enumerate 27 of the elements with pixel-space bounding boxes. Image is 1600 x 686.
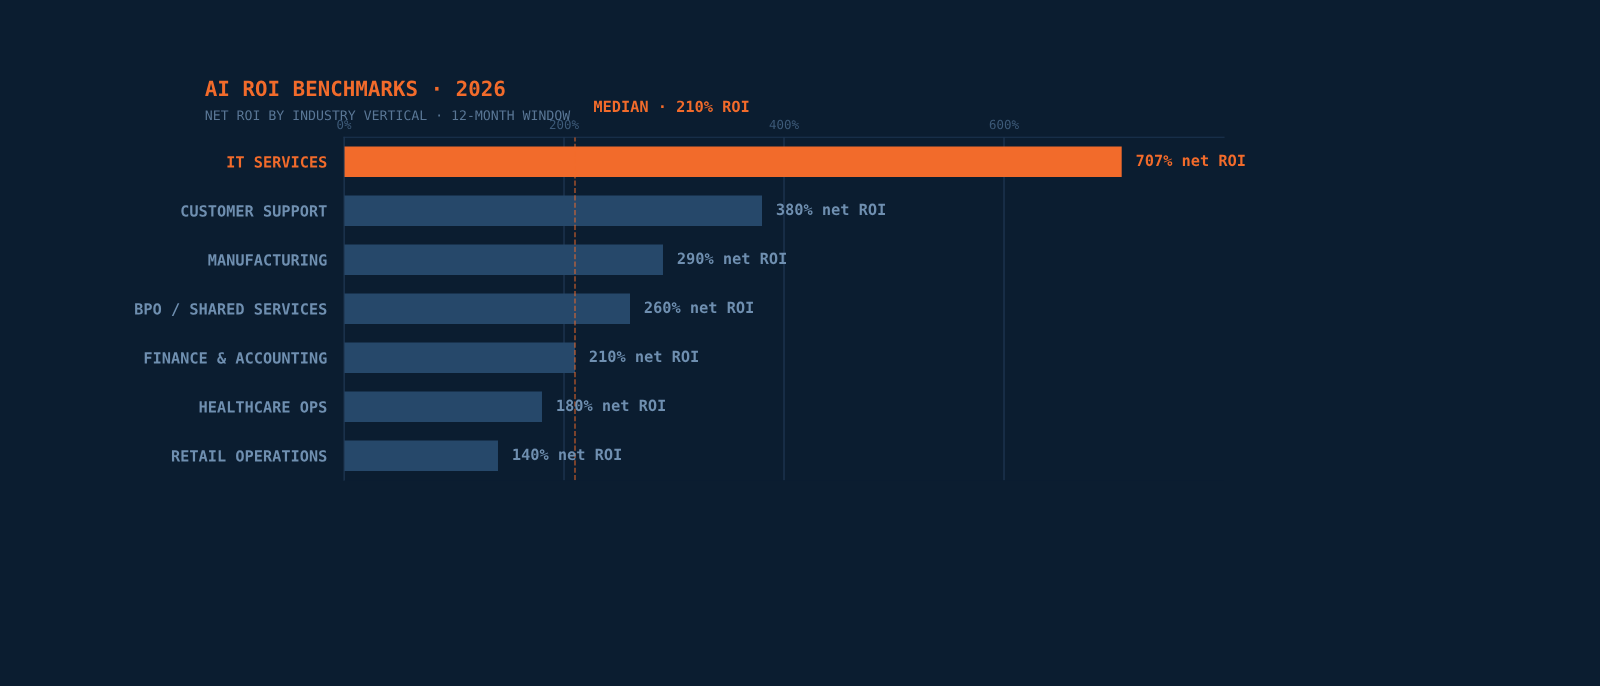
y-tick-label: CUSTOMER SUPPORT xyxy=(181,205,327,217)
y-tick-label: BPO / SHARED SERVICES xyxy=(135,303,327,316)
x-tick-label: 400% xyxy=(769,119,799,130)
data-label: 380% net ROI xyxy=(776,203,885,216)
bar xyxy=(344,391,542,422)
x-tick-label: 600% xyxy=(989,119,1019,130)
ref-line-label: MEDIAN · 210% ROI xyxy=(594,100,749,113)
data-label: 180% net ROI xyxy=(557,399,665,412)
x-tick-label: 200% xyxy=(549,119,579,130)
bar xyxy=(344,293,630,324)
chart-subtitle: NET ROI BY INDUSTRY VERTICAL · 12-MONTH WINDOW xyxy=(205,110,571,121)
chart-title: AI ROI BENCHMARKS · 2026 xyxy=(205,80,505,97)
data-label: 140% net ROI xyxy=(513,448,621,461)
bar xyxy=(344,440,498,471)
data-label: 210% net ROI xyxy=(589,350,698,363)
y-tick-label: IT SERVICES xyxy=(227,156,327,168)
data-label: 260% net ROI xyxy=(644,301,753,314)
y-tick-label: MANUFACTURING xyxy=(208,254,327,266)
y-tick-label: RETAIL OPERATIONS xyxy=(171,450,327,462)
bar xyxy=(344,342,575,373)
bar xyxy=(344,244,663,275)
data-label: 290% net ROI xyxy=(677,252,786,265)
x-tick-label: 0% xyxy=(337,119,352,130)
data-label: 707% net ROI xyxy=(1136,154,1245,167)
bar xyxy=(344,195,762,226)
y-tick-label: HEALTHCARE OPS xyxy=(199,401,327,413)
y-tick-label: FINANCE & ACCOUNTING xyxy=(144,352,327,364)
